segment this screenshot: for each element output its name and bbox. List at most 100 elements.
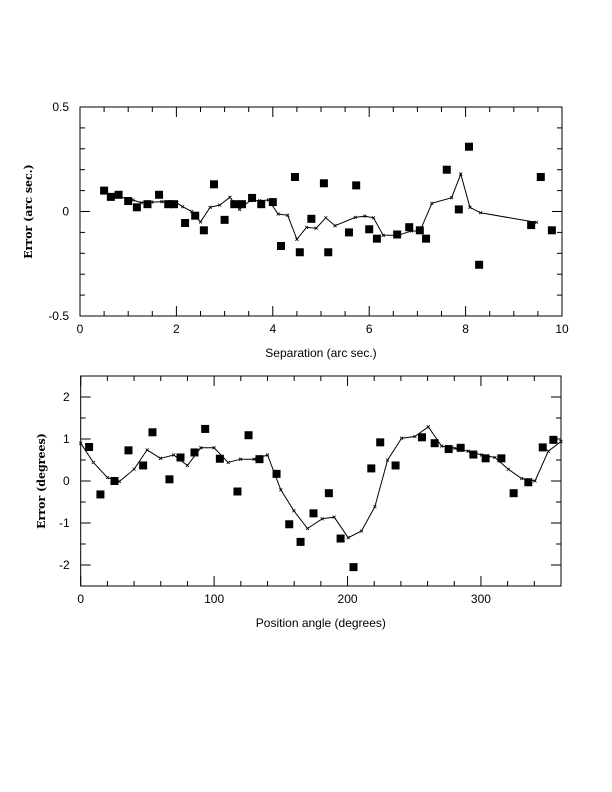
model-point-marker bbox=[385, 458, 390, 462]
y-axis-label: Error (degrees) bbox=[35, 433, 48, 529]
model-point-marker bbox=[353, 215, 358, 220]
model-point-marker bbox=[185, 463, 190, 468]
model-point-marker bbox=[304, 225, 309, 230]
x-tick-label: 300 bbox=[471, 592, 491, 606]
data-point-square bbox=[352, 181, 361, 190]
data-point-square bbox=[165, 475, 174, 484]
model-point-marker bbox=[168, 199, 172, 204]
model-point-marker bbox=[266, 198, 271, 202]
data-point-square bbox=[372, 234, 381, 243]
model-point-marker bbox=[158, 456, 163, 461]
data-point-square bbox=[430, 439, 439, 448]
model-point-marker bbox=[346, 535, 350, 540]
data-point-square bbox=[110, 477, 119, 485]
model-point-marker bbox=[426, 425, 431, 429]
data-point-square bbox=[233, 487, 242, 496]
model-point-marker bbox=[150, 200, 154, 204]
data-point-square bbox=[296, 537, 305, 546]
data-point-square bbox=[148, 428, 157, 437]
data-point-square bbox=[527, 221, 536, 230]
x-tick-label: 10 bbox=[555, 322, 569, 336]
data-point-square bbox=[324, 248, 333, 257]
model-point-marker bbox=[117, 194, 121, 198]
model-point-marker bbox=[172, 453, 176, 457]
data-point-square bbox=[230, 200, 239, 209]
model-point-marker bbox=[212, 446, 216, 450]
model-point-marker bbox=[333, 223, 337, 228]
data-point-square bbox=[319, 179, 328, 188]
model-point-marker bbox=[559, 439, 563, 444]
data-point-square bbox=[454, 205, 463, 214]
data-point-square bbox=[376, 438, 385, 447]
x-tick-label: 6 bbox=[366, 322, 373, 336]
data-point-square bbox=[309, 509, 318, 518]
data-point-square bbox=[524, 478, 533, 487]
model-point-marker bbox=[237, 207, 242, 212]
model-point-marker bbox=[279, 488, 283, 492]
model-point-marker bbox=[371, 215, 376, 220]
model-point-marker bbox=[238, 457, 243, 461]
y-tick-label: 1 bbox=[63, 432, 70, 446]
x-tick-label: 0 bbox=[77, 322, 84, 336]
data-point-square bbox=[276, 241, 285, 250]
model-point-marker bbox=[208, 205, 212, 210]
model-line bbox=[80, 426, 562, 539]
data-point-square bbox=[367, 464, 376, 473]
model-point-marker bbox=[198, 446, 203, 450]
data-point-square bbox=[344, 228, 353, 237]
data-point-square bbox=[209, 180, 218, 189]
y-axis-label: Error (arc sec.) bbox=[22, 164, 35, 259]
model-point-marker bbox=[479, 453, 484, 457]
model-point-marker bbox=[252, 457, 256, 461]
model-point-marker bbox=[449, 195, 454, 200]
x-tick-label: 8 bbox=[462, 322, 469, 336]
model-point-marker bbox=[180, 204, 185, 209]
model-point-marker bbox=[418, 229, 422, 234]
data-point-square bbox=[290, 173, 299, 182]
chart-panel-1: 0 2 4 6 8 10 -0.5 0 0.5 Separation (arc sec.) Erro… bbox=[22, 100, 569, 360]
data-point-square bbox=[442, 165, 451, 174]
model-point-marker bbox=[453, 446, 457, 451]
data-point-square bbox=[201, 424, 210, 433]
data-point-square bbox=[509, 489, 518, 498]
data-point-square bbox=[456, 443, 465, 452]
data-point-square bbox=[536, 173, 545, 182]
model-point-marker bbox=[285, 213, 290, 218]
model-point-marker bbox=[396, 233, 400, 238]
model-point-marker bbox=[248, 198, 252, 203]
model-point-marker bbox=[124, 197, 129, 201]
data-point-square bbox=[255, 455, 264, 464]
model-point-marker bbox=[519, 476, 524, 481]
data-point-square bbox=[85, 442, 94, 451]
data-point-square bbox=[132, 203, 141, 212]
data-point-square bbox=[295, 248, 304, 257]
y-tick-label: 2 bbox=[63, 390, 70, 404]
model-point-marker bbox=[102, 189, 106, 194]
x-tick-label: 4 bbox=[269, 322, 276, 336]
model-point-marker bbox=[506, 467, 511, 472]
model-point-marker bbox=[546, 449, 551, 453]
data-point-square bbox=[469, 450, 478, 459]
model-point-marker bbox=[175, 201, 179, 205]
model-point-marker bbox=[131, 198, 135, 202]
data-point-square bbox=[169, 200, 178, 209]
model-point-marker bbox=[105, 475, 110, 480]
model-point-marker bbox=[226, 460, 230, 465]
model-point-marker bbox=[363, 214, 367, 218]
plot-frame bbox=[80, 375, 562, 587]
model-point-marker bbox=[493, 455, 497, 460]
chart-panel-2: 0 100 200 300 -2 -1 0 1 2 Position angle (degrees… bbox=[35, 375, 563, 630]
model-point-marker bbox=[132, 467, 136, 472]
data-point-square bbox=[365, 225, 374, 234]
data-point-square bbox=[285, 520, 294, 529]
data-point-square bbox=[481, 454, 490, 463]
model-point-marker bbox=[190, 209, 194, 214]
model-point-marker bbox=[217, 203, 222, 207]
model-point-marker bbox=[466, 449, 471, 453]
model-point-marker bbox=[276, 212, 280, 216]
data-point-square bbox=[215, 454, 224, 463]
data-point-square bbox=[349, 563, 358, 572]
model-point-marker bbox=[295, 237, 299, 242]
x-tick-label: 100 bbox=[204, 592, 224, 606]
data-point-square bbox=[417, 433, 426, 442]
